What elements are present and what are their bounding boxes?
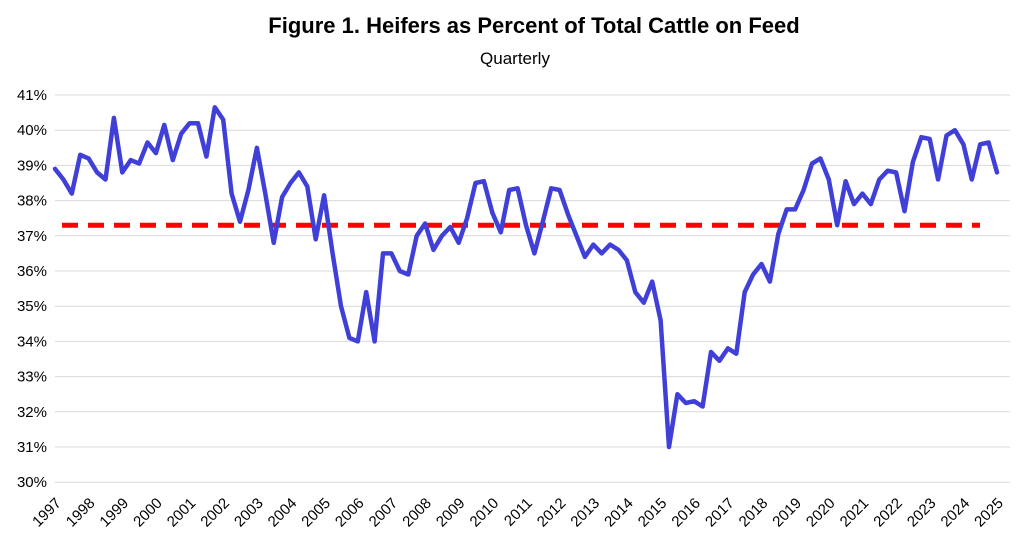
x-tick-label: 2015 xyxy=(635,495,671,531)
x-tick-label: 2006 xyxy=(332,495,368,531)
x-tick-label: 1997 xyxy=(29,495,65,531)
gridlines xyxy=(55,94,1010,483)
x-tick-label: 2017 xyxy=(702,495,738,531)
y-tick-label: 31% xyxy=(17,439,47,456)
x-tick-label: 2023 xyxy=(904,495,940,531)
y-tick-label: 30% xyxy=(17,474,47,491)
chart-subtitle: Quarterly xyxy=(480,49,550,68)
x-tick-label: 2004 xyxy=(265,495,301,531)
y-tick-label: 41% xyxy=(17,87,47,104)
y-tick-label: 35% xyxy=(17,298,47,315)
x-tick-label: 2024 xyxy=(938,495,974,531)
x-tick-label: 2025 xyxy=(971,495,1007,531)
y-tick-label: 33% xyxy=(17,369,47,386)
y-tick-label: 38% xyxy=(17,193,47,210)
x-tick-label: 2016 xyxy=(668,495,704,531)
x-tick-label: 2021 xyxy=(837,495,873,531)
x-tick-label: 1998 xyxy=(63,495,99,531)
x-tick-label: 2005 xyxy=(298,495,334,531)
y-tick-label: 37% xyxy=(17,228,47,245)
x-tick-label: 2000 xyxy=(130,495,166,531)
x-tick-label: 2010 xyxy=(467,495,503,531)
x-tick-label: 2003 xyxy=(231,495,267,531)
heifer-percent-line xyxy=(52,105,1000,450)
x-tick-label: 2011 xyxy=(501,495,536,530)
y-axis-labels: 41% 40% 39% 38% 37% 36% 35% 34% 33% 32% 31% 30% xyxy=(17,87,47,491)
y-tick-label: 36% xyxy=(17,263,47,280)
y-tick-label: 39% xyxy=(17,157,47,174)
x-tick-label: 2001 xyxy=(164,495,200,531)
x-tick-label: 2022 xyxy=(870,495,906,531)
x-tick-label: 2002 xyxy=(197,495,233,531)
x-tick-label: 2020 xyxy=(803,495,839,531)
y-tick-label: 34% xyxy=(17,333,47,350)
x-tick-label: 2008 xyxy=(399,495,435,531)
x-tick-label: 2014 xyxy=(601,495,637,531)
y-tick-label: 40% xyxy=(17,122,47,139)
x-tick-label: 2019 xyxy=(769,495,805,531)
chart-title: Figure 1. Heifers as Percent of Total Ca… xyxy=(268,13,799,38)
x-tick-label: 2018 xyxy=(736,495,772,531)
x-tick-label: 2009 xyxy=(433,495,469,531)
x-tick-label: 2013 xyxy=(567,495,603,531)
x-tick-label: 2007 xyxy=(366,495,402,531)
x-tick-label: 2012 xyxy=(534,495,570,531)
x-tick-label: 1999 xyxy=(96,495,132,531)
x-axis-labels: 1997199819992000200120022003200420052006… xyxy=(29,495,1007,531)
y-tick-label: 32% xyxy=(17,404,47,421)
